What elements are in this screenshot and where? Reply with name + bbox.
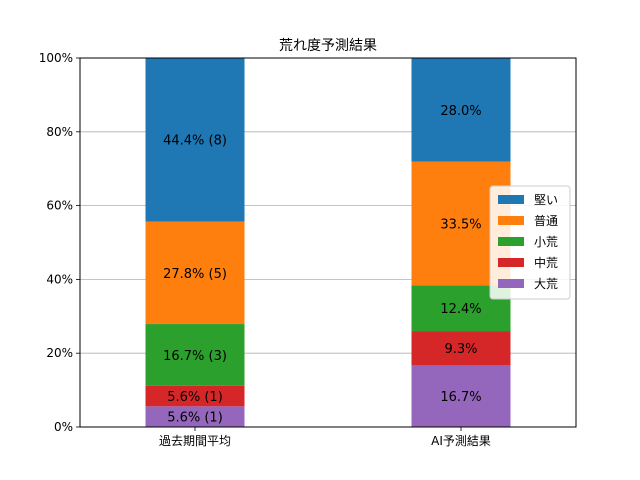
data-label: 16.7% (3) [163,349,227,364]
x-tick-label: AI予測結果 [431,434,491,448]
y-tick-label: 100% [39,51,73,65]
y-tick-label: 20% [46,346,73,360]
legend-label: 小荒 [534,235,558,249]
y-tick-label: 80% [46,125,73,139]
data-label: 9.3% [444,342,477,357]
legend-swatch [498,237,524,246]
x-tick-label: 過去期間平均 [159,434,231,448]
bar-segment [145,221,245,325]
legend-swatch [498,279,524,288]
bar-segment [411,365,511,427]
data-label: 28.0% [440,104,481,119]
data-label: 12.4% [440,302,481,317]
legend-box [489,185,571,300]
y-tick-label: 0% [54,420,73,434]
legend-label: 堅い [534,193,558,207]
bar-segment [145,385,245,407]
data-label: 16.7% [440,390,481,405]
bar-segment [411,58,511,162]
axes: 0% 20% 40% 60% 80% 100% 過去期間平均 AI予測結果 [39,51,491,448]
legend-swatch [498,195,524,204]
data-label: 33.5% [440,217,481,232]
bars: 5.6% (1) 5.6% (1) 16.7% (3) 27.8% (5) 44.4% … [145,57,511,427]
bar-segment [145,324,245,386]
legend-label: 大荒 [534,277,558,291]
bar-segment [145,406,245,427]
data-label: 44.4% (8) [163,134,227,149]
data-label: 27.8% (5) [163,267,227,282]
chart-title: 荒れ度予測結果 [279,38,377,54]
legend-label: 普通 [534,214,558,228]
plot-frame [79,57,577,428]
data-label: 5.6% (1) [167,390,223,405]
legend-swatch [498,258,524,267]
bar-segment [145,57,245,222]
legend-swatch [498,216,524,225]
y-tick-label: 60% [46,199,73,213]
legend-label: 中荒 [534,255,558,270]
bar-segment [411,331,511,366]
data-label: 5.6% (1) [167,411,223,426]
y-tick-label: 40% [46,272,73,286]
